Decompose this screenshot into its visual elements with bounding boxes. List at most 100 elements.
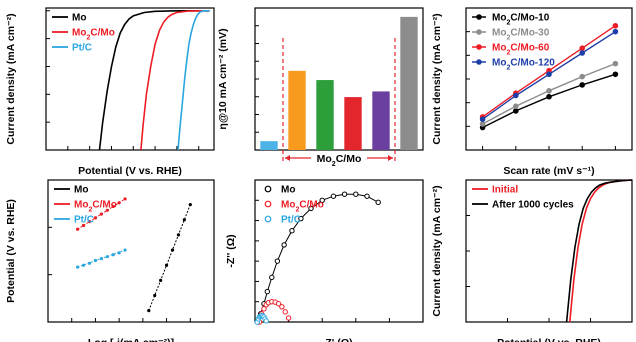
fit-curve	[257, 193, 379, 323]
series-line	[569, 179, 633, 323]
data-point	[261, 306, 267, 312]
panel-c: Scan rate (mV s⁻¹) Current density (mA cm…	[431, 7, 633, 177]
legend-entry: Pt/C	[72, 43, 92, 54]
data-point	[274, 258, 281, 264]
series-line	[482, 73, 616, 129]
panel-b: η@10 mA cm⁻² (mV) Mo2C/Mo	[217, 7, 424, 168]
legend-entry: Mo	[74, 185, 88, 196]
data-point	[479, 116, 486, 123]
legend-marker	[476, 29, 482, 35]
plot-frame	[254, 179, 424, 323]
legend-entry: Mo2C/Mo-60	[492, 43, 550, 57]
panel-d: Log [-j(mA cm⁻²)] Potential (V vs. RHE) Mo…	[5, 179, 215, 342]
data-point	[479, 121, 486, 127]
y-axis-label: Current density (mA cm⁻²)	[431, 185, 443, 316]
data-point	[579, 82, 586, 88]
data-point	[579, 50, 586, 56]
x-axis-label: Potential (V vs. RHE)	[497, 337, 601, 342]
legend-marker	[476, 59, 482, 65]
fit-line	[77, 249, 126, 268]
legend-entry: Mo2C/Mo	[74, 200, 117, 214]
panel-f: Potential (V vs. RHE) Current density (mA…	[431, 179, 633, 342]
data-point	[275, 301, 282, 307]
data-point	[546, 88, 552, 94]
y-axis-label: Current density (mA cm⁻²)	[431, 13, 443, 144]
data-point	[289, 228, 295, 234]
y-axis-label: -Z'' (Ω)	[225, 234, 237, 267]
bar	[316, 80, 334, 150]
bar	[260, 141, 278, 150]
data-point	[353, 191, 359, 197]
x-axis-label: Scan rate (mV s⁻¹)	[503, 165, 594, 177]
data-point	[546, 71, 552, 78]
series-line	[565, 179, 633, 323]
data-point	[330, 193, 337, 199]
bar	[344, 97, 362, 150]
data-point	[364, 193, 370, 199]
data-point	[281, 242, 287, 248]
legend-entry: Pt/C	[74, 215, 94, 226]
legend-entry: Mo	[281, 185, 295, 196]
data-point	[579, 73, 586, 80]
panel-a: Potential (V vs. RHE) Current density (mA…	[5, 7, 215, 177]
legend-entry: Mo2C/Mo	[281, 200, 324, 214]
y-axis-label: Potential (V vs. RHE)	[5, 199, 17, 303]
legend-entry: Mo	[72, 13, 86, 24]
fit-line	[148, 204, 191, 311]
data-point	[513, 103, 519, 110]
y-axis-label: η@10 mA cm⁻² (mV)	[217, 28, 229, 129]
bar	[372, 91, 390, 150]
plot-frame	[254, 7, 424, 151]
data-point	[285, 315, 292, 321]
plot-frame	[45, 7, 215, 151]
data-point	[308, 205, 314, 212]
legend-marker	[476, 14, 482, 20]
data-point	[513, 92, 519, 99]
legend-entry: Mo2C/Mo-120	[492, 58, 555, 72]
arrow-right-icon	[388, 155, 393, 161]
data-point	[612, 28, 619, 35]
data-point	[269, 274, 275, 281]
legend-entry: Initial	[492, 185, 518, 196]
data-point	[341, 191, 348, 197]
data-point	[579, 45, 586, 52]
x-axis-label: Z' (Ω)	[325, 337, 352, 342]
data-point	[263, 318, 269, 324]
group-label-bg	[311, 151, 367, 164]
series-line	[98, 10, 210, 151]
data-point	[282, 309, 288, 315]
legend-entry: Mo2C/Mo-30	[492, 28, 550, 42]
legend-entry: Mo2C/Mo	[72, 28, 115, 42]
data-point	[513, 108, 519, 114]
plot-frame	[47, 179, 215, 323]
data-point	[612, 60, 619, 67]
legend-entry: Pt/C	[281, 215, 301, 226]
data-point	[319, 197, 325, 203]
fit-line	[77, 198, 126, 230]
x-axis-label: Log [-j(mA cm⁻²)]	[88, 337, 174, 342]
data-point	[298, 215, 304, 222]
data-point	[123, 197, 127, 201]
legend-entry: After 1000 cycles	[492, 200, 574, 211]
bar	[288, 70, 306, 150]
data-point	[375, 199, 381, 206]
data-point	[264, 288, 271, 295]
data-point	[612, 71, 619, 78]
y-axis-label: Current density (mA cm⁻²)	[5, 13, 17, 144]
legend-marker	[264, 215, 272, 223]
legend-marker	[476, 44, 482, 50]
legend-marker	[264, 185, 272, 193]
series-line	[177, 10, 210, 151]
legend-marker	[264, 200, 272, 208]
arrow-left-icon	[285, 155, 290, 161]
legend-entry: Mo2C/Mo-10	[492, 13, 550, 27]
bar	[400, 16, 418, 150]
data-point	[546, 93, 552, 100]
x-axis-label: Potential (V vs. RHE)	[78, 165, 182, 177]
data-point	[279, 304, 285, 310]
series-line	[140, 10, 210, 151]
data-point	[612, 22, 619, 29]
group-label: Mo2C/Mo	[317, 153, 362, 168]
